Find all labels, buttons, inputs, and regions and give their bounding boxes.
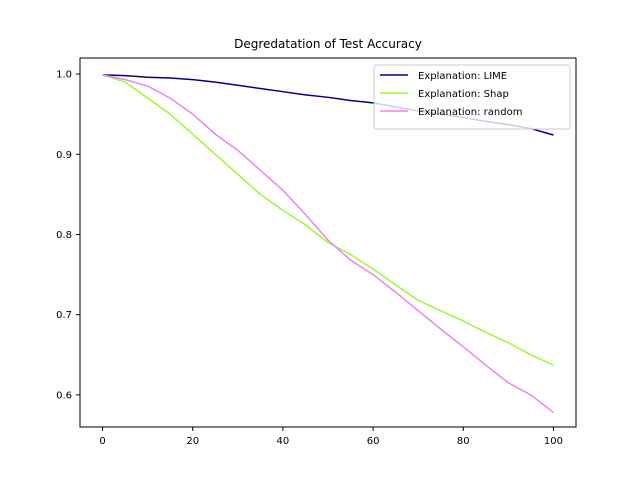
x-tick-label: 80 [457,436,470,447]
y-tick-label: 0.7 [56,310,72,321]
y-tick-label: 0.9 [56,150,72,161]
x-tick-label: 100 [544,436,563,447]
legend-label-1: Explanation: Shap [418,89,509,100]
axes-frame [79,57,577,428]
y-tick-label: 0.8 [56,230,72,241]
legend-label-2: Explanation: random [418,107,522,118]
series-line-1 [102,74,554,366]
legend: Explanation: LIME Explanation: Shap Explan… [373,64,571,130]
y-tick-label: 0.6 [56,390,72,401]
legend-label-0: Explanation: LIME [418,71,507,82]
y-tick-label: 1.0 [56,70,72,81]
y-axis: 0.6 0.7 0.8 0.9 1.0 [56,70,80,401]
chart-title: Degredatation of Test Accuracy [234,37,422,51]
x-tick-label: 20 [186,436,199,447]
x-axis: 0 20 40 60 80 100 [99,427,563,447]
legend-box [373,64,571,130]
series-line-2 [102,74,554,414]
x-tick-label: 40 [277,436,290,447]
x-tick-label: 60 [367,436,380,447]
x-tick-label: 0 [99,436,105,447]
